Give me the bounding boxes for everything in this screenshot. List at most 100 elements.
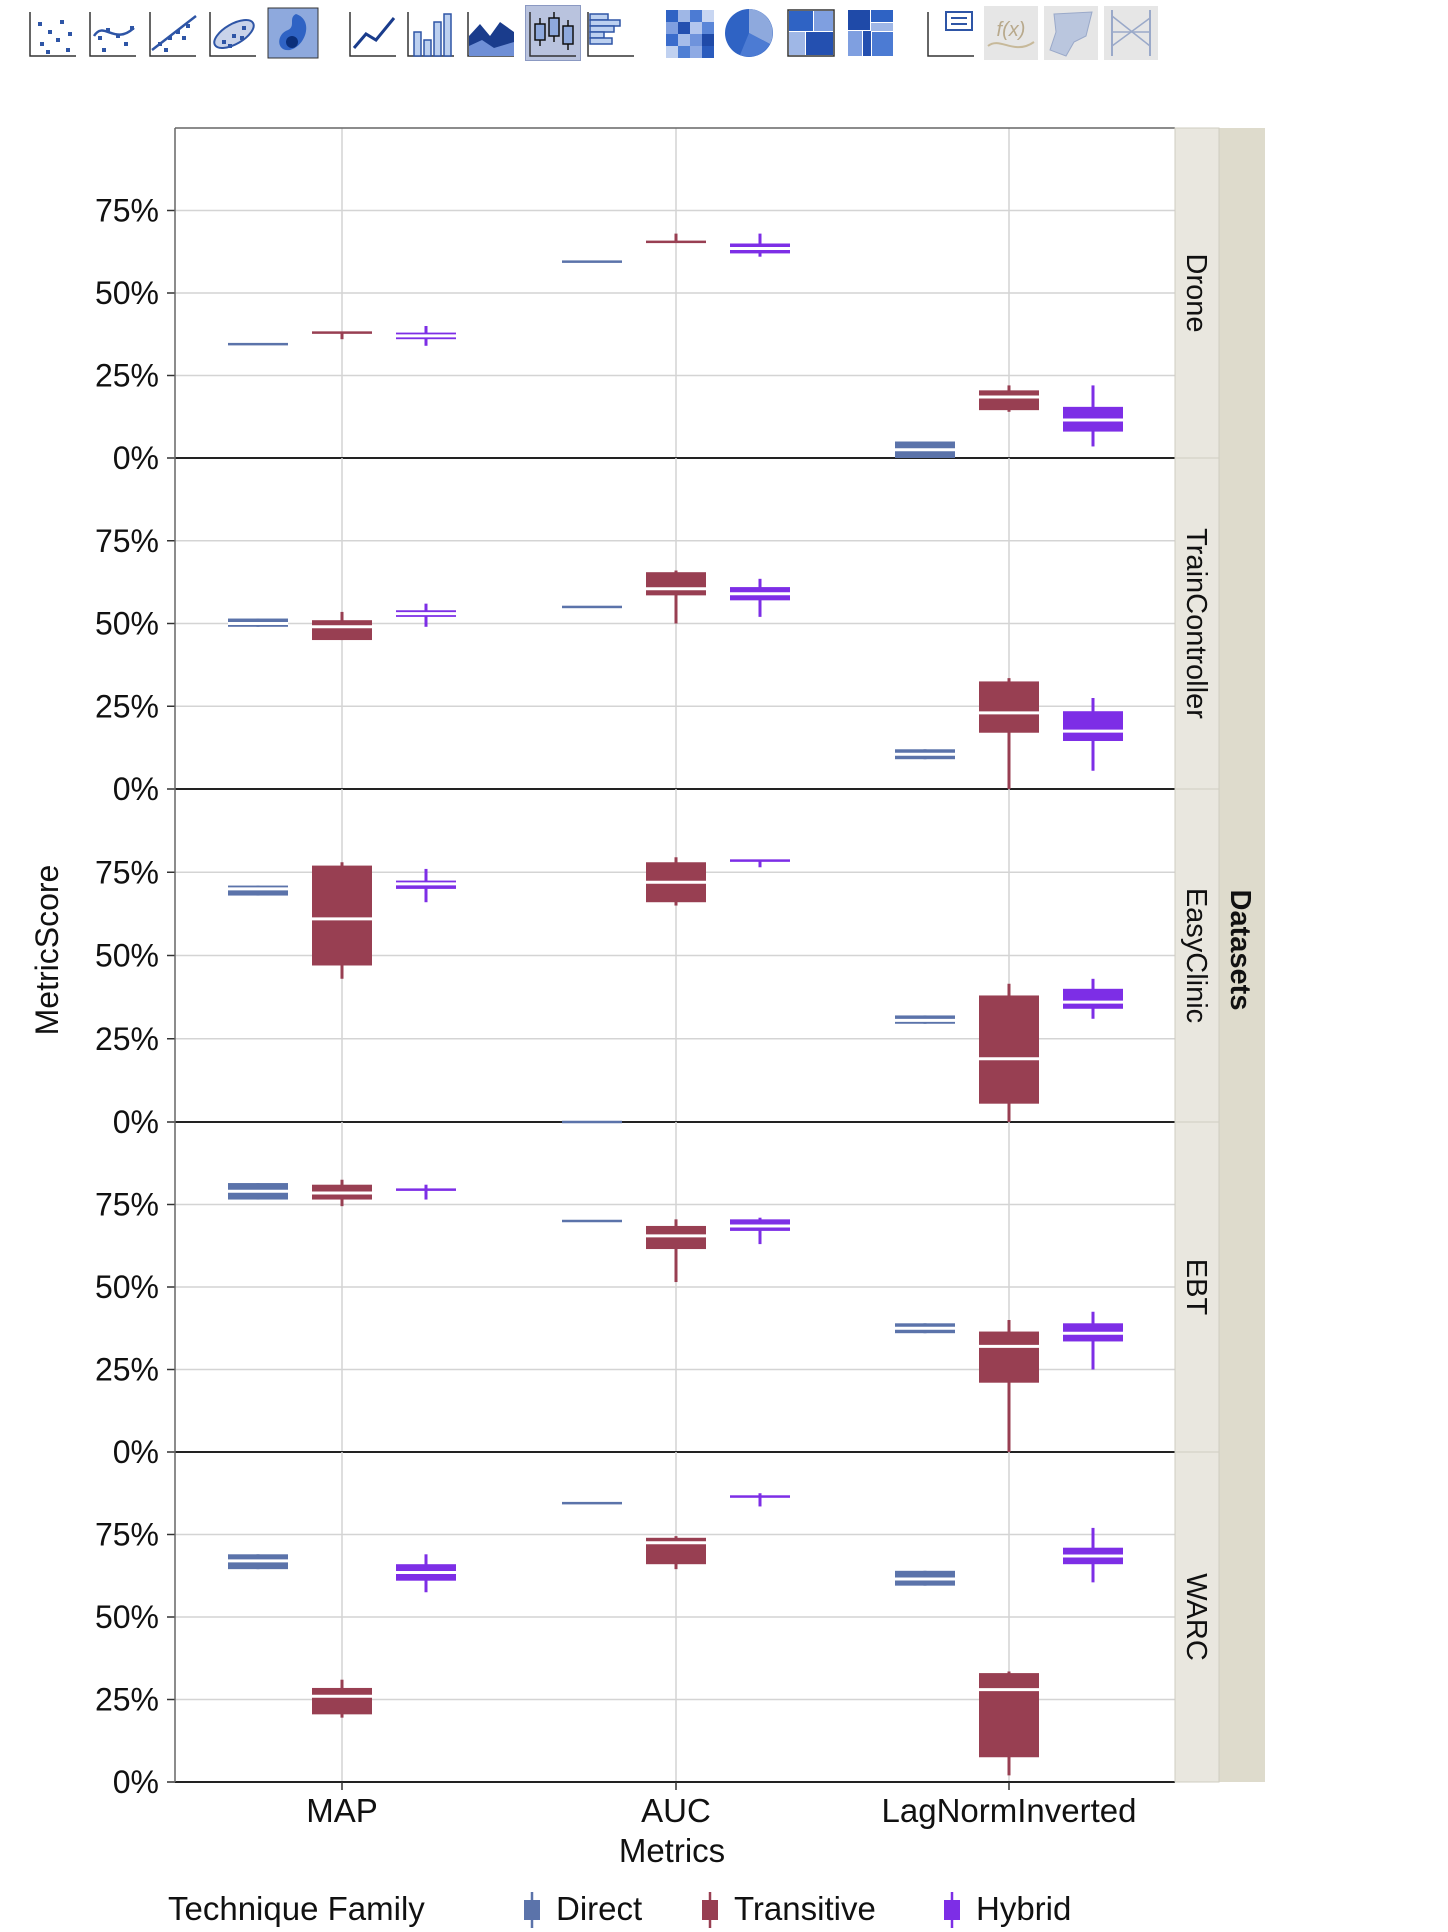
box-traincontroller-auc-direct [562, 605, 622, 609]
box-traincontroller-auc-transitive [646, 570, 706, 624]
y-tick-label: 0% [113, 1104, 159, 1140]
contour-icon-glyph [267, 7, 319, 59]
caption-box-icon[interactable] [924, 6, 978, 60]
legend-item-direct: Direct [524, 1890, 642, 1928]
pie-chart-icon[interactable] [722, 6, 776, 60]
box-body [562, 605, 622, 609]
y-tick-label: 25% [95, 1682, 159, 1718]
legend-swatch [524, 1900, 540, 1920]
x-tick-label-map: MAP [306, 1792, 378, 1829]
bar-chart-icon[interactable] [404, 6, 458, 60]
y-tick-label: 50% [95, 606, 159, 642]
box-easyclinic-lagnorminverted-transitive [979, 983, 1039, 1122]
box-drone-map-direct [228, 342, 288, 346]
box-drone-auc-transitive [646, 233, 706, 244]
treemap-icon[interactable] [784, 6, 838, 60]
box-traincontroller-map-direct [228, 618, 288, 627]
legend-title: Technique Family [168, 1890, 425, 1927]
caption-box-icon-glyph [927, 11, 974, 57]
box-warc-lagnorminverted-direct [895, 1570, 955, 1586]
y-tick-label: 50% [95, 938, 159, 974]
parallel-plot-icon[interactable] [1104, 6, 1158, 60]
facet-strip-cell [1174, 788, 1220, 1123]
box-body [979, 1331, 1039, 1383]
contour-icon[interactable] [266, 6, 320, 60]
formula-glyph-text: f(x) [997, 19, 1026, 41]
treemap-icon-glyph [787, 9, 835, 57]
area-chart-icon[interactable] [464, 6, 518, 60]
facet-title-strip [1219, 128, 1265, 1782]
box-traincontroller-lagnorminverted-transitive [979, 678, 1039, 789]
y-tick-label: 75% [95, 1187, 159, 1223]
formula-icon[interactable]: f(x) [984, 6, 1038, 60]
line-chart-icon-glyph [349, 12, 396, 57]
box-drone-lagnorminverted-hybrid [1063, 385, 1123, 447]
map-shape-icon[interactable] [1044, 6, 1098, 60]
box-warc-auc-direct [562, 1501, 622, 1505]
scatter-smooth-icon[interactable] [86, 6, 140, 60]
scatter-line-fit-icon[interactable] [146, 6, 200, 60]
box-plot-icon[interactable] [525, 5, 581, 61]
histogram-icon[interactable] [584, 6, 638, 60]
y-tick-label: 75% [95, 854, 159, 890]
scatter-line-fit-icon-glyph [149, 12, 197, 57]
facet-label-drone: Drone [1180, 254, 1212, 333]
box-ebt-map-direct [228, 1183, 288, 1200]
box-body [646, 1225, 706, 1250]
pie-chart-icon-glyph [725, 9, 773, 57]
box-easyclinic-map-hybrid [396, 868, 456, 903]
box-body [1063, 988, 1123, 1009]
map-shape-icon-glyph [1044, 6, 1098, 60]
legend-swatch [944, 1900, 960, 1920]
mosaic-icon-glyph [848, 10, 893, 56]
box-warc-map-hybrid [396, 1554, 456, 1593]
box-plot-icon-glyph [529, 12, 576, 57]
box-easyclinic-auc-transitive [646, 857, 706, 906]
panel-traincontroller: 0% 25% 50% 75% [95, 458, 1175, 807]
area-chart-icon-glyph [467, 12, 514, 57]
box-body [312, 620, 372, 641]
box-body [562, 1120, 622, 1124]
facet-label-ebt: EBT [1180, 1259, 1212, 1316]
box-ebt-auc-direct [562, 1219, 622, 1223]
x-axis-label: Metrics [619, 1832, 725, 1869]
box-drone-map-hybrid [396, 326, 456, 346]
facet-label-warc: WARC [1180, 1573, 1212, 1661]
heatmap-icon[interactable] [662, 6, 716, 60]
facet-title: Datasets [1224, 890, 1256, 1011]
box-ebt-lagnorminverted-transitive [979, 1320, 1039, 1452]
scatter-plot-icon-glyph [29, 12, 76, 57]
x-tick-label-lagnorminverted: LagNormInverted [882, 1792, 1137, 1829]
box-easyclinic-auc-direct [562, 1120, 622, 1124]
box-drone-lagnorminverted-transitive [979, 385, 1039, 412]
legend-label: Direct [556, 1890, 642, 1927]
y-tick-label: 0% [113, 1764, 159, 1800]
y-tick-label: 75% [95, 193, 159, 229]
box-ebt-map-hybrid [396, 1184, 456, 1200]
scatter-plot-icon[interactable] [26, 6, 80, 60]
panel-ebt: 0% 25% 50% 75% [95, 1122, 1175, 1470]
density-ellipse-icon-glyph [209, 12, 256, 57]
box-easyclinic-map-direct [228, 885, 288, 896]
box-body [312, 865, 372, 966]
box-body [1063, 711, 1123, 742]
legend-label: Transitive [734, 1890, 876, 1927]
bar-chart-icon-glyph [407, 12, 454, 57]
heatmap-icon-glyph [666, 10, 714, 58]
box-body [228, 885, 288, 896]
box-ebt-lagnorminverted-hybrid [1063, 1311, 1123, 1370]
box-warc-map-transitive [312, 1679, 372, 1718]
box-ebt-map-transitive [312, 1179, 372, 1207]
facet-label-traincontroller: TrainController [1180, 528, 1212, 719]
box-body [730, 859, 790, 862]
box-body [979, 995, 1039, 1104]
mosaic-icon[interactable] [844, 6, 898, 60]
box-drone-lagnorminverted-direct [895, 441, 955, 458]
density-ellipse-icon[interactable] [206, 6, 260, 60]
y-axis-label: MetricScore [29, 865, 65, 1036]
box-body [646, 572, 706, 596]
box-easyclinic-lagnorminverted-hybrid [1063, 978, 1123, 1019]
y-tick-label: 75% [95, 523, 159, 559]
line-chart-icon[interactable] [346, 6, 400, 60]
